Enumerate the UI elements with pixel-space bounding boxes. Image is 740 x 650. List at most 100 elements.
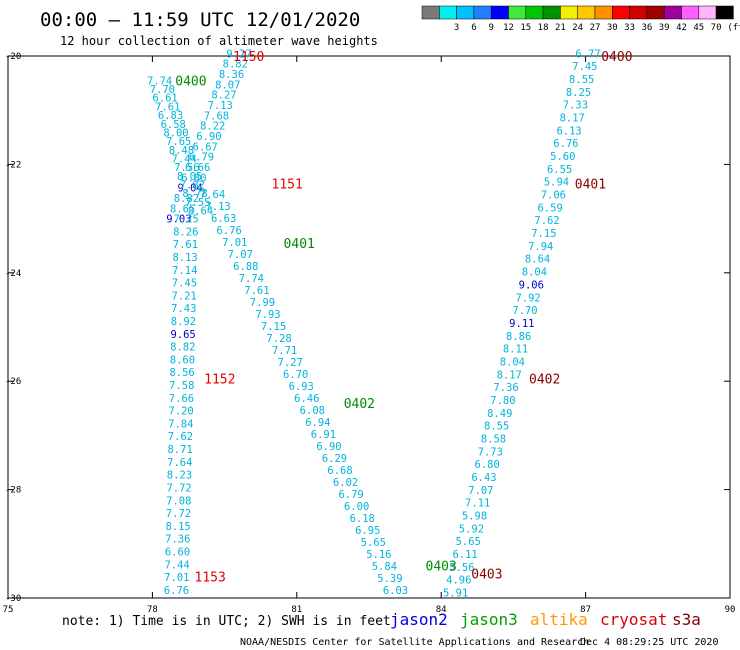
wave-height-value: 7.74 xyxy=(239,273,264,285)
wave-height-value: 6.79 xyxy=(338,489,363,501)
wave-height-value: 5.94 xyxy=(544,177,569,189)
wave-height-value: 8.07 xyxy=(215,79,240,91)
wave-height-value: 8.64 xyxy=(188,205,213,217)
map-subtitle: 12 hour collection of altimeter wave hei… xyxy=(60,34,378,48)
wave-height-value: 6.29 xyxy=(322,453,347,465)
wave-height-value: 8.17 xyxy=(560,112,585,124)
wave-height-value: 7.58 xyxy=(169,380,194,392)
wave-height-value: 5.60 xyxy=(550,151,575,163)
wave-height-value: 6.83 xyxy=(158,110,183,122)
wave-height-value: 8.13 xyxy=(172,252,197,264)
legend-swatch-label: 12 xyxy=(503,23,514,33)
legend-swatch xyxy=(439,5,457,20)
wave-height-value: 8.55 xyxy=(484,421,509,433)
legend-swatch-label: 33 xyxy=(624,23,635,33)
wave-height-value: 8.04 xyxy=(522,267,547,279)
wave-height-value: 8.82 xyxy=(223,59,248,71)
legend-unit-label: (ft) xyxy=(727,23,740,33)
wave-height-value: 8.26 xyxy=(173,226,198,238)
wave-height-value: 7.36 xyxy=(493,382,518,394)
wave-height-value: 6.61 xyxy=(152,93,177,105)
y-tick-label: -22 xyxy=(5,160,21,170)
wave-height-value: 7.61 xyxy=(173,239,198,251)
wave-height-value: 8.78 xyxy=(182,188,207,200)
wave-height-value: 6.60 xyxy=(165,546,190,558)
pass-time-label: 0400 xyxy=(175,74,206,89)
wave-height-value: 9.27 xyxy=(226,48,251,60)
wave-height-value: 7.14 xyxy=(172,265,197,277)
wave-height-value: 8.00 xyxy=(163,127,188,139)
wave-height-value: 7.13 xyxy=(205,201,230,213)
legend-swatch xyxy=(490,5,509,20)
wave-height-value: 7.71 xyxy=(272,345,297,357)
wave-height-value: 7.70 xyxy=(150,84,175,96)
legend-swatch xyxy=(715,5,734,20)
pass-time-label: 1152 xyxy=(204,372,235,387)
legend-swatch-label: 24 xyxy=(572,23,583,33)
wave-height-value: 8.11 xyxy=(503,344,528,356)
wave-height-value: 7.80 xyxy=(490,395,515,407)
y-tick-label: -20 xyxy=(5,52,21,62)
track-d: 7.647.136.636.767.017.076.887.747.617.99… xyxy=(200,189,408,597)
legend-swatch xyxy=(560,5,578,20)
legend-swatch-label: 21 xyxy=(555,23,566,33)
wave-height-value: 7.61 xyxy=(244,285,269,297)
wave-height-value: 6.80 xyxy=(181,172,206,184)
pass-time-label: 1150 xyxy=(233,50,264,65)
wave-height-value: 7.56 xyxy=(174,162,199,174)
wave-height-value: 7.43 xyxy=(171,303,196,315)
pass-time-label: 0402 xyxy=(344,397,375,412)
pass-time-label: 0401 xyxy=(575,177,606,192)
satellite-name: jason3 xyxy=(460,610,518,629)
footer-note: note: 1) Time is in UTC; 2) SWH is in fe… xyxy=(62,614,391,629)
wave-height-value: 6.43 xyxy=(471,472,496,484)
wave-height-value: 6.03 xyxy=(383,585,408,597)
wave-height-value: 8.17 xyxy=(497,369,522,381)
wave-height-value: 7.68 xyxy=(204,110,229,122)
pass-time-label: 0403 xyxy=(426,559,457,574)
wave-height-value: 8.56 xyxy=(169,367,194,379)
wave-height-value: 8.55 xyxy=(569,74,594,86)
wave-height-value: 6.18 xyxy=(350,513,375,525)
legend-swatch xyxy=(508,5,527,20)
legend-swatch-label: 18 xyxy=(538,23,549,33)
wave-height-value: 7.94 xyxy=(528,241,553,253)
wave-height-value: 6.08 xyxy=(300,405,325,417)
wave-height-value: 6.00 xyxy=(344,501,369,513)
wave-height-value: 7.65 xyxy=(166,136,191,148)
wave-height-value: 8.71 xyxy=(167,444,192,456)
wave-height-value: 4.96 xyxy=(446,575,471,587)
wave-height-value: 6.46 xyxy=(294,393,319,405)
wave-height-value: 8.36 xyxy=(219,69,244,81)
legend-swatch xyxy=(456,5,475,20)
wave-height-value: 6.79 xyxy=(189,152,214,164)
wave-height-value: 7.84 xyxy=(168,418,193,430)
wave-height-value: 9.11 xyxy=(509,318,534,330)
wave-height-value: 7.55 xyxy=(185,197,210,209)
legend-swatch xyxy=(681,5,700,20)
legend-swatch xyxy=(663,5,682,20)
legend-swatch-label: 9 xyxy=(488,23,493,33)
satellite-name: s3a xyxy=(672,610,701,629)
wave-height-value: 7.72 xyxy=(166,508,191,520)
wave-height-value: 7.74 xyxy=(147,75,172,87)
wave-height-value: 6.91 xyxy=(311,429,336,441)
wave-height-value: 7.25 xyxy=(173,214,198,226)
wave-height-value: 7.44 xyxy=(172,153,197,165)
track-b: 7.747.706.617.616.836.588.007.658.487.44… xyxy=(147,75,213,217)
legend-swatch xyxy=(577,5,596,20)
wave-height-value: 8.86 xyxy=(506,331,531,343)
legend-swatch-label: 36 xyxy=(641,23,652,33)
legend-swatch-label: 30 xyxy=(607,23,618,33)
wave-height-value: 8.27 xyxy=(211,90,236,102)
x-tick-label: 84 xyxy=(436,605,447,615)
wave-height-value: 7.62 xyxy=(534,215,559,227)
legend-swatch-label: 6 xyxy=(471,23,476,33)
wave-height-value: 7.07 xyxy=(228,249,253,261)
wave-height-value: 7.64 xyxy=(200,189,225,201)
wave-height-value: 7.44 xyxy=(164,559,189,571)
wave-height-value: 7.92 xyxy=(515,292,540,304)
satellite-name: altika xyxy=(530,610,588,629)
x-tick-label: 90 xyxy=(725,605,736,615)
legend-swatch xyxy=(629,5,648,20)
